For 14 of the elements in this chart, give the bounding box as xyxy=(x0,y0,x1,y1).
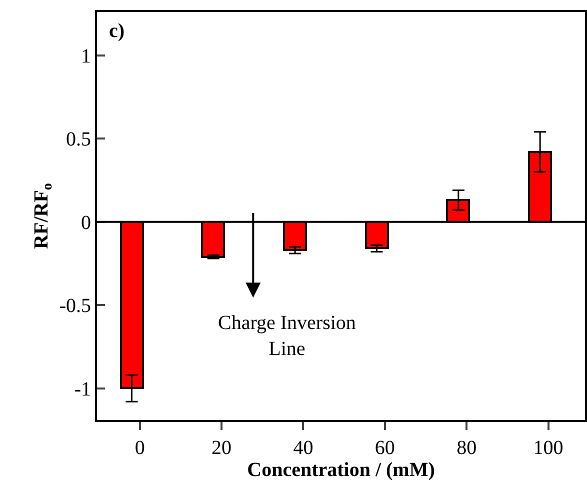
y-tick-label: -0.5 xyxy=(59,295,91,318)
x-tick-label: 20 xyxy=(212,437,232,459)
x-tick-label: 60 xyxy=(374,437,395,459)
y-tick-label: 0 xyxy=(81,212,91,234)
annotation: Charge Inversion Line xyxy=(218,312,356,360)
x-axis-title: Concentration / (mM) xyxy=(247,459,435,481)
x-tick-label: 40 xyxy=(293,437,314,459)
y-tick-label: -1 xyxy=(74,378,91,400)
y-tick-label: 1 xyxy=(81,45,91,68)
annotation: c) xyxy=(109,20,125,42)
x-tick-label: 0 xyxy=(134,437,145,459)
x-tick-label: 80 xyxy=(456,437,477,459)
y-tick-label: 0.5 xyxy=(66,128,91,151)
x-tick-label: 100 xyxy=(533,437,564,459)
